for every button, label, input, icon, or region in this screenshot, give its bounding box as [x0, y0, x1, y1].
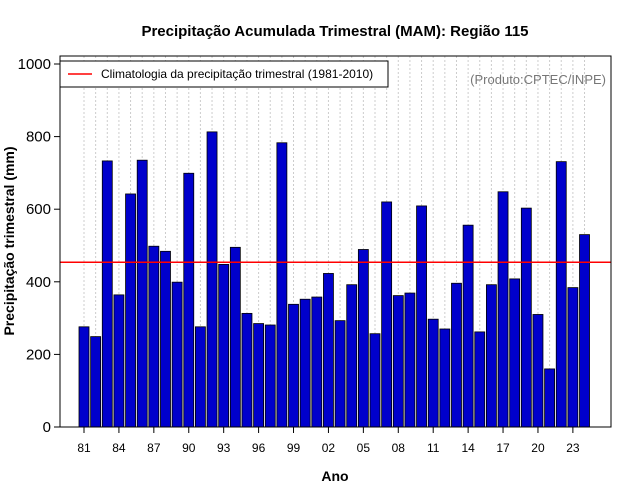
bar-2003	[334, 320, 346, 428]
legend: Climatologia da precipitação trimestral …	[59, 60, 389, 88]
x-tick-label: 02	[322, 441, 336, 455]
bar-2002	[323, 273, 334, 428]
y-tick-label: 400	[26, 274, 51, 291]
x-tick-label: 99	[287, 441, 301, 455]
bar-1990	[183, 172, 195, 428]
bar-1981	[78, 326, 90, 428]
bar-1996	[253, 323, 265, 428]
bar-2022	[555, 161, 567, 428]
bar-1987	[148, 245, 160, 428]
bar-1997	[264, 324, 276, 428]
legend-box	[59, 60, 389, 88]
bar-1993	[218, 263, 230, 428]
bar-2013	[451, 282, 462, 428]
y-tick-label: 0	[43, 419, 51, 436]
x-axis: 81 84 87 90 93 96 99 02 05 08 11 14 17 20 23	[77, 427, 580, 455]
x-tick-label: 81	[77, 441, 91, 455]
bar-1989	[171, 281, 183, 428]
chart-title: Precipitação Acumulada Trimestral (MAM):…	[141, 23, 528, 40]
x-axis-label: Ano	[321, 468, 348, 484]
bar-1986	[136, 159, 148, 428]
bar-2005	[357, 249, 369, 428]
x-tick-label: 20	[531, 441, 545, 455]
bar-1983	[101, 160, 113, 428]
plot-frame	[59, 55, 612, 428]
x-tick-label: 11	[427, 441, 440, 455]
bar-2023	[567, 287, 579, 428]
bar-2018	[509, 278, 521, 428]
bar-2015	[474, 331, 486, 428]
bar-2020	[532, 314, 544, 428]
bar-1982	[90, 336, 102, 428]
bar-2012	[439, 328, 451, 428]
y-axis-label: Precipitação trimestral (mm)	[1, 146, 17, 335]
bar-2000	[299, 298, 311, 428]
y-tick-label: 200	[26, 346, 51, 363]
bar-2021	[544, 368, 555, 428]
bar-2008	[392, 295, 404, 428]
bar-2004	[346, 284, 358, 428]
x-tick-label: 05	[357, 441, 371, 455]
bar-1998	[276, 142, 288, 428]
bar-1994	[229, 246, 241, 428]
x-tick-label: 14	[461, 441, 475, 455]
bar-1985	[125, 193, 136, 428]
bar-2019	[520, 207, 532, 428]
bar-1984	[113, 294, 125, 428]
y-axis: 0 200 400 600 800 1000	[18, 56, 60, 436]
bar-2010	[416, 205, 427, 428]
bar-2014	[462, 224, 474, 428]
bar-2016	[485, 284, 497, 428]
x-tick-label: 17	[496, 441, 510, 455]
bar-2017	[497, 191, 509, 428]
bar-1992	[206, 131, 218, 428]
bar-1991	[194, 326, 206, 428]
x-tick-label: 96	[252, 441, 266, 455]
x-tick-label: 90	[182, 441, 196, 455]
x-tick-label: 23	[566, 441, 580, 455]
credit-text: (Produto:CPTEC/INPE)	[470, 72, 606, 87]
bar-1995	[241, 312, 253, 428]
y-tick-label: 600	[26, 201, 51, 218]
y-tick-label: 800	[26, 129, 51, 146]
bars	[78, 131, 590, 428]
x-tick-label: 87	[147, 441, 161, 455]
bar-2007	[381, 201, 393, 428]
bar-2006	[369, 333, 381, 428]
bar-2009	[404, 292, 416, 428]
y-tick-label: 1000	[18, 56, 51, 73]
bar-2024	[579, 234, 590, 428]
bar-1988	[160, 250, 171, 428]
bar-2001	[311, 296, 323, 428]
bar-1999	[288, 303, 299, 428]
bar-2011	[427, 318, 439, 428]
x-tick-label: 08	[392, 441, 406, 455]
legend-entry: Climatologia da precipitação trimestral …	[101, 67, 373, 81]
x-tick-label: 84	[112, 441, 126, 455]
x-tick-label: 93	[217, 441, 231, 455]
